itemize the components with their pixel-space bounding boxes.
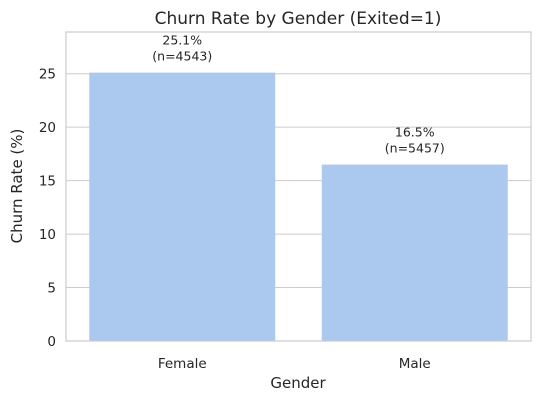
bars <box>89 72 508 341</box>
y-axis-label: Churn Rate (%) <box>8 129 26 244</box>
y-tick-labels: 0 5 10 15 20 25 <box>39 67 56 350</box>
bar-value-labels: 25.1%(n=4543) 16.5%(n=5457) <box>152 33 444 156</box>
x-axis-label: Gender <box>270 374 326 392</box>
chart-title: Churn Rate by Gender (Exited=1) <box>155 9 442 29</box>
x-tick-label: Female <box>158 356 207 372</box>
bar-count-label: (n=5457) <box>385 141 445 156</box>
bar-male <box>321 164 508 341</box>
y-tick-label: 20 <box>39 120 56 136</box>
plot-frame <box>65 31 532 342</box>
bar-value-label: 25.1% <box>162 33 202 48</box>
x-tick-labels: Female Male <box>158 356 431 372</box>
bar-count-label: (n=4543) <box>152 49 212 64</box>
bar-female <box>89 72 276 341</box>
y-tick-label: 25 <box>39 67 56 83</box>
y-tick-label: 0 <box>47 334 56 350</box>
bar-value-label: 16.5% <box>395 125 435 140</box>
x-tick-label: Male <box>399 356 431 372</box>
y-tick-label: 5 <box>47 281 56 297</box>
y-tick-label: 10 <box>39 227 56 243</box>
y-tick-label: 15 <box>39 174 56 190</box>
